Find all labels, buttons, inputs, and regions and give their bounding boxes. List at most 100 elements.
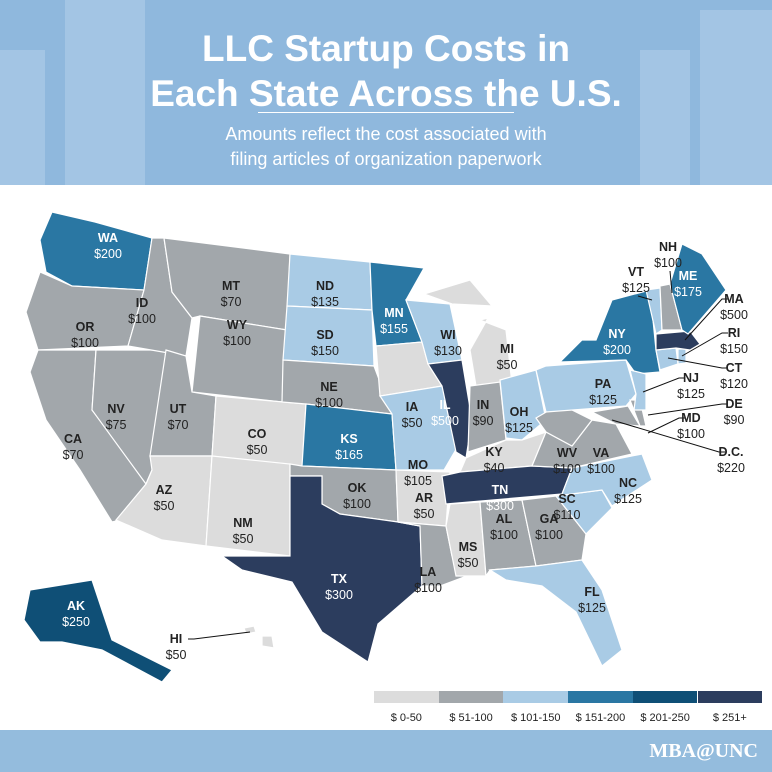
state-abbr-label: MT (222, 279, 240, 293)
state-cost-label: $70 (221, 295, 242, 309)
legend-label: $ 0-50 (390, 712, 422, 724)
state-me (669, 243, 727, 335)
state-abbr-label: LA (420, 565, 437, 579)
state-cost-label: $110 (554, 508, 581, 522)
state-abbr-label: CT (726, 361, 743, 375)
state-abbr-label: MI (500, 342, 514, 356)
state-cost-label: $50 (154, 499, 175, 513)
callout-line (684, 298, 728, 341)
state-abbr-label: SD (316, 328, 333, 342)
legend-label: $ 101-150 (510, 712, 561, 724)
state-abbr-label: AR (415, 491, 433, 505)
state-cost-label: $50 (497, 358, 518, 372)
callout-line (611, 419, 725, 453)
state-abbr-label: NY (608, 327, 626, 341)
state-abbr-label: CO (248, 427, 267, 441)
legend-item: $ 251+ (697, 691, 763, 724)
state-abbr-label: NM (233, 516, 252, 530)
callout-line (647, 403, 728, 416)
state-abbr-label: WI (440, 328, 455, 342)
state-cost-label: $70 (63, 448, 84, 462)
state-cost-label: $125 (505, 421, 533, 435)
state-abbr-label: HI (170, 632, 183, 646)
state-cost-label: $200 (603, 343, 631, 357)
state-nj (629, 369, 647, 411)
state-cost-label: $100 (223, 334, 251, 348)
building-decoration (700, 10, 772, 185)
state-abbr-label: OH (510, 405, 529, 419)
state-cost-label: $40 (484, 461, 505, 475)
state-cost-label: $100 (587, 462, 615, 476)
state-abbr-label: D.C. (719, 445, 744, 459)
legend-label: $ 151-200 (575, 712, 626, 724)
state-cost-label: $125 (614, 492, 642, 506)
building-decoration (0, 50, 45, 185)
legend-label: $ 51-100 (449, 712, 493, 724)
subtitle: Amounts reflect the cost associated with… (0, 122, 772, 172)
state-abbr-label: TX (331, 572, 348, 586)
state-cost-label: $200 (94, 247, 122, 261)
state-cost-label: $100 (553, 462, 581, 476)
title-line: LLC Startup Costs in (202, 28, 570, 69)
legend-swatch (374, 691, 439, 703)
state-abbr-label: NC (619, 476, 637, 490)
state-cost-label: $100 (535, 528, 563, 542)
state-abbr-label: MN (384, 306, 403, 320)
building-decoration (65, 0, 145, 185)
state-cost-label: $250 (62, 615, 90, 629)
state-mi (422, 279, 494, 307)
state-cost-label: $150 (311, 344, 339, 358)
callout-line (637, 295, 653, 301)
state-cost-label: $100 (490, 528, 518, 542)
state-oh (499, 369, 547, 441)
state-cost-label: $120 (720, 377, 748, 391)
state-abbr-label: IL (439, 398, 450, 412)
subtitle-line: filing articles of organization paperwor… (230, 149, 542, 169)
divider (258, 112, 514, 113)
state-cost-label: $100 (128, 312, 156, 326)
legend-swatch (632, 691, 698, 703)
state-cost-label: $165 (335, 448, 363, 462)
legend-swatch (503, 691, 569, 703)
state-cost-label: $100 (414, 581, 442, 595)
state-abbr-label: UT (170, 402, 187, 416)
legend-swatch (438, 691, 504, 703)
state-cost-label: $50 (247, 443, 268, 457)
state-abbr-label: AK (67, 599, 85, 613)
legend-item: $ 51-100 (438, 691, 504, 724)
legend-item: $ 101-150 (503, 691, 569, 724)
subtitle-line: Amounts reflect the cost associated with (225, 124, 547, 144)
state-abbr-label: CA (64, 432, 82, 446)
state-abbr-label: MS (459, 540, 478, 554)
state-cost-label: $125 (622, 281, 650, 295)
state-abbr-label: ME (679, 269, 698, 283)
state-abbr-label: NH (659, 240, 677, 254)
state-cost-label: $220 (717, 461, 745, 475)
state-abbr-label: DE (725, 397, 742, 411)
callout-line (188, 631, 251, 640)
state-cost-label: $300 (486, 499, 514, 513)
state-tx (220, 475, 423, 663)
state-abbr-label: MA (724, 292, 743, 306)
state-abbr-label: AZ (156, 483, 173, 497)
callout-line (667, 357, 728, 369)
state-ma (655, 330, 701, 351)
legend-swatch (697, 691, 763, 703)
state-abbr-label: MO (408, 458, 428, 472)
state-cost-label: $90 (724, 413, 745, 427)
state-abbr-label: MD (681, 411, 700, 425)
state-abbr-label: KY (485, 445, 503, 459)
state-hi (261, 635, 275, 649)
state-cost-label: $75 (106, 418, 127, 432)
state-ga (521, 495, 587, 567)
state-abbr-label: GA (540, 512, 559, 526)
header-banner: LLC Startup Costs in Each State Across t… (0, 0, 772, 185)
state-abbr-label: OK (348, 481, 367, 495)
callout-line (681, 332, 728, 357)
state-cost-label: $155 (380, 322, 408, 336)
us-map: WA $200 OR $100 CA $70 NV $75 ID $100 MT $70 WY $100 U… (23, 211, 748, 683)
state-cost-label: $100 (71, 336, 99, 350)
state-pa (535, 359, 637, 413)
state-cost-label: $175 (674, 285, 702, 299)
state-abbr-label: ND (316, 279, 334, 293)
